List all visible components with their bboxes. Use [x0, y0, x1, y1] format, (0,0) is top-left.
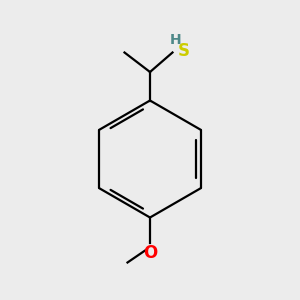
Text: S: S: [178, 42, 190, 60]
Text: H: H: [170, 33, 181, 46]
Text: O: O: [143, 244, 157, 262]
